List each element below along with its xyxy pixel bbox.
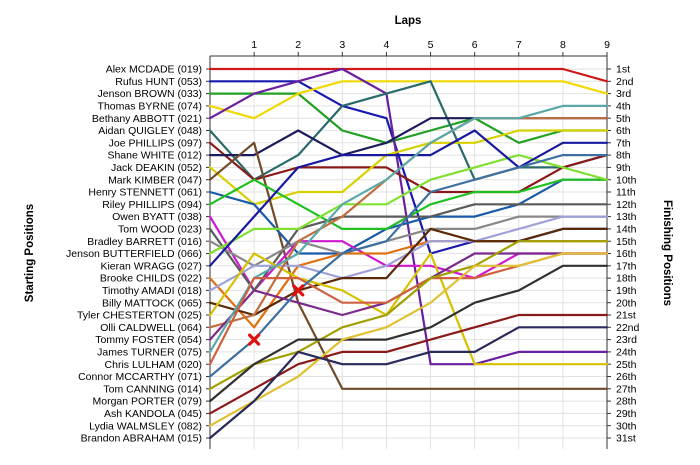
finish-label: 23rd bbox=[616, 334, 637, 346]
start-label: Tyler CHESTERTON (025) bbox=[77, 310, 202, 322]
series-line-lydia-walmsley-082 bbox=[208, 252, 609, 427]
series-line-brandon-abraham-015 bbox=[208, 326, 609, 440]
finish-label: 29th bbox=[616, 408, 637, 420]
finish-label: 24th bbox=[616, 347, 637, 359]
finishing-position-labels: 1st2nd3rd4th5th6th7th8th9th10th11th12th1… bbox=[616, 64, 640, 445]
start-label: Shane WHITE (012) bbox=[107, 150, 202, 162]
x-tick-label: 2 bbox=[295, 39, 301, 51]
finish-label: 27th bbox=[616, 383, 637, 395]
finish-label: 15th bbox=[616, 236, 637, 248]
start-label: James TURNER (075) bbox=[97, 347, 202, 359]
markers bbox=[248, 284, 305, 346]
series-line-joe-phillips-097 bbox=[208, 141, 609, 194]
series-lines bbox=[208, 67, 609, 440]
crash-marker bbox=[292, 284, 305, 297]
start-label: Owen BYATT (038) bbox=[112, 211, 202, 223]
x-tick-label: 4 bbox=[384, 39, 390, 51]
start-label: Tom CANNING (014) bbox=[103, 383, 202, 395]
start-label: Alex MCDADE (019) bbox=[106, 64, 202, 76]
series-line-connor-mccarthy-071 bbox=[208, 154, 609, 378]
x-tick-label: 7 bbox=[516, 39, 522, 51]
series-line-kieran-wragg-027 bbox=[208, 129, 609, 267]
finish-label: 13th bbox=[616, 211, 637, 223]
series-line-bethany-abbott-021 bbox=[208, 67, 609, 366]
x-ticks: 1 2 3 4 5 6 7 8 9 bbox=[251, 39, 610, 56]
y-axis-right-title: Finishing Positions bbox=[661, 200, 673, 306]
start-label: Ash KANDOLA (045) bbox=[104, 408, 202, 420]
series-line-alex-mcdade-019 bbox=[208, 67, 609, 83]
finish-label: 17th bbox=[616, 260, 637, 272]
start-label: Rufus HUNT (053) bbox=[115, 76, 202, 88]
y-axis-left-title: Starting Positions bbox=[24, 204, 36, 302]
finish-label: 20th bbox=[616, 297, 637, 309]
start-label: Timothy AMADI (018) bbox=[102, 285, 202, 297]
series-line-mark-kimber-047 bbox=[208, 141, 609, 390]
finish-label: 28th bbox=[616, 396, 637, 408]
finish-label: 9th bbox=[616, 162, 631, 174]
starting-position-labels: Alex MCDADE (019)Rufus HUNT (053)Jenson … bbox=[66, 64, 202, 445]
series-line-jack-deakin-052 bbox=[208, 129, 609, 206]
finish-label: 16th bbox=[616, 248, 637, 260]
series-line-james-turner-075 bbox=[208, 104, 609, 353]
start-label: Jenson BUTTERFIELD (066) bbox=[66, 248, 202, 260]
start-label: Billy MATTOCK (065) bbox=[102, 297, 202, 309]
start-label: Henry STENNETT (061) bbox=[88, 187, 202, 199]
start-label: Bradley BARRETT (016) bbox=[87, 236, 202, 248]
finish-label: 19th bbox=[616, 285, 637, 297]
series-line-billy-mattock-065 bbox=[208, 227, 609, 317]
series-line-morgan-porter-079 bbox=[208, 264, 609, 403]
start-label: Brandon ABRAHAM (015) bbox=[81, 433, 202, 445]
x-tick-label: 3 bbox=[339, 39, 345, 51]
series-line-jenson-brown-033 bbox=[208, 92, 609, 144]
finish-label: 8th bbox=[616, 150, 631, 162]
x-tick-label: 6 bbox=[472, 39, 478, 51]
start-label: Lydia WALMSLEY (082) bbox=[89, 420, 202, 432]
series-line-bradley-barrett-016 bbox=[208, 215, 609, 267]
start-label: Kieran WRAGG (027) bbox=[100, 260, 202, 272]
start-label: Riley PHILLIPS (094) bbox=[102, 199, 202, 211]
finish-label: 1st bbox=[616, 64, 630, 76]
x-axis-title: Laps bbox=[395, 15, 422, 27]
finish-label: 5th bbox=[616, 113, 631, 125]
series-line-thomas-byrne-074 bbox=[208, 80, 609, 120]
finish-label: 3rd bbox=[616, 88, 631, 100]
finish-label: 21st bbox=[616, 310, 636, 322]
start-label: Connor MCCARTHY (071) bbox=[78, 371, 202, 383]
finish-label: 31st bbox=[616, 433, 636, 445]
finish-label: 30th bbox=[616, 420, 637, 432]
start-label: Jenson BROWN (033) bbox=[98, 88, 202, 100]
finish-label: 4th bbox=[616, 101, 631, 113]
start-label: Chris LULHAM (020) bbox=[105, 359, 202, 371]
finish-label: 14th bbox=[616, 224, 637, 236]
finish-label: 6th bbox=[616, 125, 631, 137]
start-label: Mark KIMBER (047) bbox=[108, 174, 202, 186]
start-label: Thomas BYRNE (074) bbox=[98, 101, 202, 113]
start-label: Brooke CHILDS (022) bbox=[100, 273, 202, 285]
start-label: Jack DEAKIN (052) bbox=[111, 162, 202, 174]
start-label: Joe PHILLIPS (097) bbox=[109, 137, 202, 149]
crash-marker bbox=[248, 333, 261, 346]
x-tick-label: 8 bbox=[560, 39, 566, 51]
finish-label: 22nd bbox=[616, 322, 640, 334]
finish-label: 18th bbox=[616, 273, 637, 285]
start-label: Bethany ABBOTT (021) bbox=[92, 113, 202, 125]
finish-label: 11th bbox=[616, 187, 636, 199]
x-tick-label: 9 bbox=[604, 39, 610, 51]
series-line-tom-canning-014 bbox=[208, 240, 609, 390]
start-label: Olli CALDWELL (064) bbox=[100, 322, 202, 334]
finish-label: 25th bbox=[616, 359, 637, 371]
x-tick-label: 1 bbox=[251, 39, 257, 51]
start-label: Morgan PORTER (079) bbox=[92, 396, 202, 408]
finish-label: 7th bbox=[616, 137, 631, 149]
start-label: Tom WOOD (023) bbox=[118, 224, 202, 236]
finish-label: 2nd bbox=[616, 76, 634, 88]
start-label: Aidan QUIGLEY (048) bbox=[98, 125, 202, 137]
finish-label: 26th bbox=[616, 371, 637, 383]
finish-label: 10th bbox=[616, 174, 637, 186]
series-line-aidan-quigley-048 bbox=[208, 80, 609, 181]
start-label: Tommy FOSTER (054) bbox=[95, 334, 202, 346]
finish-label: 12th bbox=[616, 199, 637, 211]
x-tick-label: 5 bbox=[428, 39, 434, 51]
